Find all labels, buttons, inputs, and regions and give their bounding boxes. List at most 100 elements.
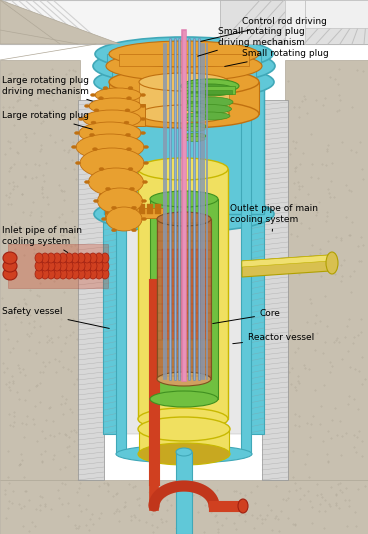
Ellipse shape <box>3 252 17 264</box>
Ellipse shape <box>59 269 67 279</box>
Bar <box>123 204 129 214</box>
Ellipse shape <box>125 158 131 161</box>
Ellipse shape <box>138 417 230 441</box>
Ellipse shape <box>78 117 84 121</box>
Bar <box>0 60 80 480</box>
Ellipse shape <box>142 180 148 184</box>
Ellipse shape <box>106 207 142 231</box>
Ellipse shape <box>176 448 192 456</box>
Ellipse shape <box>93 47 275 85</box>
Ellipse shape <box>59 261 67 271</box>
Ellipse shape <box>103 100 108 104</box>
Bar <box>162 249 206 339</box>
Ellipse shape <box>124 121 129 124</box>
Bar <box>285 60 368 480</box>
Ellipse shape <box>106 187 110 191</box>
Ellipse shape <box>130 211 134 215</box>
Polygon shape <box>185 86 235 94</box>
Ellipse shape <box>101 253 109 263</box>
Ellipse shape <box>112 206 117 209</box>
Ellipse shape <box>127 112 131 115</box>
Ellipse shape <box>41 269 49 279</box>
Ellipse shape <box>144 145 149 148</box>
Bar <box>150 199 218 399</box>
Ellipse shape <box>141 105 145 107</box>
Ellipse shape <box>35 261 43 271</box>
Bar <box>103 84 125 434</box>
Polygon shape <box>0 0 368 44</box>
Ellipse shape <box>77 269 85 279</box>
Text: Small rotating plug: Small rotating plug <box>225 50 329 66</box>
Ellipse shape <box>91 121 96 124</box>
Ellipse shape <box>95 88 141 102</box>
Ellipse shape <box>184 123 206 129</box>
Polygon shape <box>139 82 229 114</box>
Ellipse shape <box>184 83 206 89</box>
Ellipse shape <box>79 122 141 144</box>
Ellipse shape <box>74 131 79 135</box>
Ellipse shape <box>88 168 144 196</box>
Ellipse shape <box>185 127 205 131</box>
Ellipse shape <box>71 261 79 271</box>
Bar <box>262 100 288 480</box>
Ellipse shape <box>94 196 274 232</box>
Ellipse shape <box>65 253 73 263</box>
Ellipse shape <box>99 168 104 170</box>
Ellipse shape <box>53 261 61 271</box>
Bar <box>155 204 161 214</box>
Ellipse shape <box>138 158 228 180</box>
Ellipse shape <box>127 175 131 178</box>
Ellipse shape <box>141 93 145 97</box>
Ellipse shape <box>53 253 61 263</box>
Ellipse shape <box>71 269 79 279</box>
Ellipse shape <box>89 134 95 136</box>
Text: Safety vessel: Safety vessel <box>2 308 109 328</box>
Ellipse shape <box>326 252 338 274</box>
Ellipse shape <box>150 191 218 207</box>
Ellipse shape <box>102 217 106 221</box>
Bar <box>241 114 251 454</box>
Ellipse shape <box>35 269 43 279</box>
Text: Inlet pipe of main
cooling system: Inlet pipe of main cooling system <box>2 226 82 253</box>
Ellipse shape <box>77 261 85 271</box>
Ellipse shape <box>185 137 205 142</box>
Ellipse shape <box>53 269 61 279</box>
Ellipse shape <box>83 261 91 271</box>
Ellipse shape <box>94 109 99 112</box>
Ellipse shape <box>150 391 218 407</box>
Ellipse shape <box>3 268 17 280</box>
Ellipse shape <box>47 269 55 279</box>
Ellipse shape <box>127 97 131 100</box>
Ellipse shape <box>99 112 103 115</box>
Ellipse shape <box>125 109 130 112</box>
Ellipse shape <box>142 217 146 221</box>
Ellipse shape <box>91 93 96 97</box>
Ellipse shape <box>142 200 146 202</box>
Ellipse shape <box>95 261 103 271</box>
Ellipse shape <box>95 253 103 263</box>
Bar <box>176 452 192 534</box>
Ellipse shape <box>128 168 133 170</box>
Ellipse shape <box>95 37 273 71</box>
Bar <box>139 428 229 454</box>
Ellipse shape <box>109 68 259 96</box>
Ellipse shape <box>106 51 262 81</box>
Ellipse shape <box>185 87 205 91</box>
Text: Reactor vessel: Reactor vessel <box>233 334 314 344</box>
Text: Outlet pipe of main
cooling system: Outlet pipe of main cooling system <box>230 205 318 231</box>
Ellipse shape <box>130 187 134 191</box>
Ellipse shape <box>127 147 131 151</box>
Ellipse shape <box>124 142 129 145</box>
Ellipse shape <box>59 253 67 263</box>
Ellipse shape <box>128 193 133 197</box>
Ellipse shape <box>89 158 95 161</box>
Bar <box>138 169 228 419</box>
Ellipse shape <box>98 188 142 214</box>
Ellipse shape <box>109 100 259 128</box>
Ellipse shape <box>131 229 137 232</box>
Ellipse shape <box>93 200 99 202</box>
Ellipse shape <box>92 175 98 178</box>
Ellipse shape <box>188 105 231 114</box>
Ellipse shape <box>99 97 103 100</box>
Ellipse shape <box>65 269 73 279</box>
